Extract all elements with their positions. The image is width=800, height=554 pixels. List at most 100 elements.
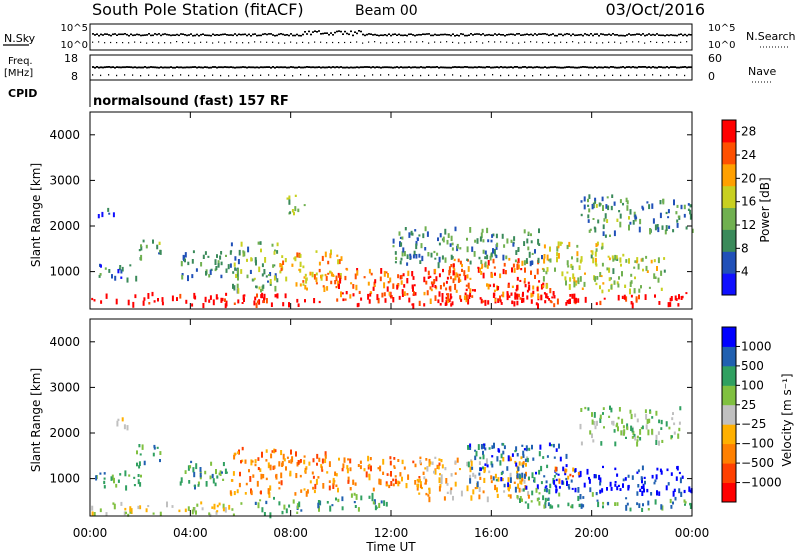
data-cell xyxy=(506,291,509,297)
noise-sky-mark xyxy=(392,33,394,36)
data-cell xyxy=(623,429,626,434)
data-cell xyxy=(516,473,519,479)
noise-sky-mark xyxy=(496,34,498,36)
freq-mark xyxy=(624,66,626,69)
noise-sky-mark xyxy=(528,34,530,36)
noise-sky-mark xyxy=(158,33,160,35)
data-cell xyxy=(205,481,208,487)
noise-sky-mark xyxy=(500,34,502,36)
noise-sky-mark xyxy=(206,34,208,37)
data-cell xyxy=(303,459,306,465)
noise-search-mark xyxy=(362,42,364,44)
freq-mark xyxy=(396,66,398,68)
noise-sky-mark xyxy=(266,33,268,36)
data-cell xyxy=(387,281,390,284)
noise-right-tick-bottom: 10^0 xyxy=(708,40,735,51)
data-cell xyxy=(111,274,113,279)
data-cell xyxy=(569,277,572,282)
data-cell xyxy=(549,288,552,294)
data-cell xyxy=(315,282,318,285)
noise-sky-mark xyxy=(240,33,242,36)
data-cell xyxy=(598,474,601,480)
data-cell xyxy=(619,199,622,204)
noise-sky-mark xyxy=(656,33,658,35)
data-cell xyxy=(238,249,241,256)
nave-mark xyxy=(124,74,126,76)
data-cell xyxy=(605,204,608,209)
data-cell xyxy=(250,257,253,262)
noise-sky-mark xyxy=(648,33,650,35)
data-cell xyxy=(495,233,498,239)
data-cell xyxy=(353,501,356,504)
data-cell xyxy=(234,256,237,261)
data-cell xyxy=(555,472,558,475)
data-cell xyxy=(625,436,627,439)
freq-mark xyxy=(566,66,568,68)
data-cell xyxy=(443,496,446,501)
noise-search-mark xyxy=(572,41,574,43)
data-cell xyxy=(187,261,190,266)
data-cell xyxy=(185,299,188,304)
data-cell xyxy=(584,406,587,410)
data-cell xyxy=(368,463,371,467)
noise-sky-mark xyxy=(510,33,512,35)
data-cell xyxy=(91,511,94,517)
data-cell xyxy=(324,458,327,464)
data-cell xyxy=(158,252,161,255)
y-tick-label: 1000 xyxy=(49,472,80,486)
colorbar-swatch xyxy=(722,404,736,425)
data-cell xyxy=(195,510,197,515)
data-cell xyxy=(660,504,663,510)
data-cell xyxy=(538,451,541,457)
data-cell xyxy=(309,480,312,484)
freq-mark xyxy=(188,66,190,69)
data-cell xyxy=(328,485,331,491)
freq-mark xyxy=(316,66,318,69)
data-cell xyxy=(509,472,512,477)
data-cell xyxy=(664,229,667,235)
data-cell xyxy=(484,447,487,451)
data-cell xyxy=(452,263,455,267)
data-cell xyxy=(551,505,554,509)
data-cell xyxy=(346,468,349,474)
data-cell xyxy=(403,466,406,470)
noise-sky-mark xyxy=(654,34,656,36)
data-cell xyxy=(458,273,461,277)
data-cell xyxy=(577,495,580,501)
data-cell xyxy=(430,288,433,292)
freq-mark xyxy=(594,66,596,68)
data-cell xyxy=(633,266,636,269)
noise-sky-mark xyxy=(444,33,446,36)
data-cell xyxy=(231,508,234,511)
data-cell xyxy=(501,233,504,239)
noise-search-mark xyxy=(326,42,328,44)
data-cell xyxy=(294,206,297,212)
noise-sky-mark xyxy=(402,34,404,37)
data-cell xyxy=(626,502,629,506)
data-cell xyxy=(255,285,257,288)
data-cell xyxy=(650,492,653,496)
data-cell xyxy=(456,243,459,249)
freq-mark xyxy=(114,66,116,69)
data-cell xyxy=(145,244,148,249)
data-cell xyxy=(653,259,656,263)
data-cell xyxy=(600,441,603,446)
data-cell xyxy=(565,453,568,459)
data-cell xyxy=(447,233,450,238)
data-cell xyxy=(553,295,556,299)
data-cell xyxy=(214,259,217,265)
data-cell xyxy=(221,297,224,302)
data-cell xyxy=(607,289,610,292)
data-cell xyxy=(193,471,196,478)
noise-sky-mark xyxy=(122,33,124,36)
data-cell xyxy=(341,467,344,472)
noise-search-mark xyxy=(254,41,256,43)
data-cell xyxy=(113,503,116,510)
freq-mark xyxy=(214,66,216,68)
nave-mark xyxy=(436,74,438,76)
data-cell xyxy=(636,439,639,442)
data-cell xyxy=(597,219,600,224)
freq-mark xyxy=(496,66,498,68)
nave-mark xyxy=(572,74,574,76)
data-cell xyxy=(548,442,551,447)
